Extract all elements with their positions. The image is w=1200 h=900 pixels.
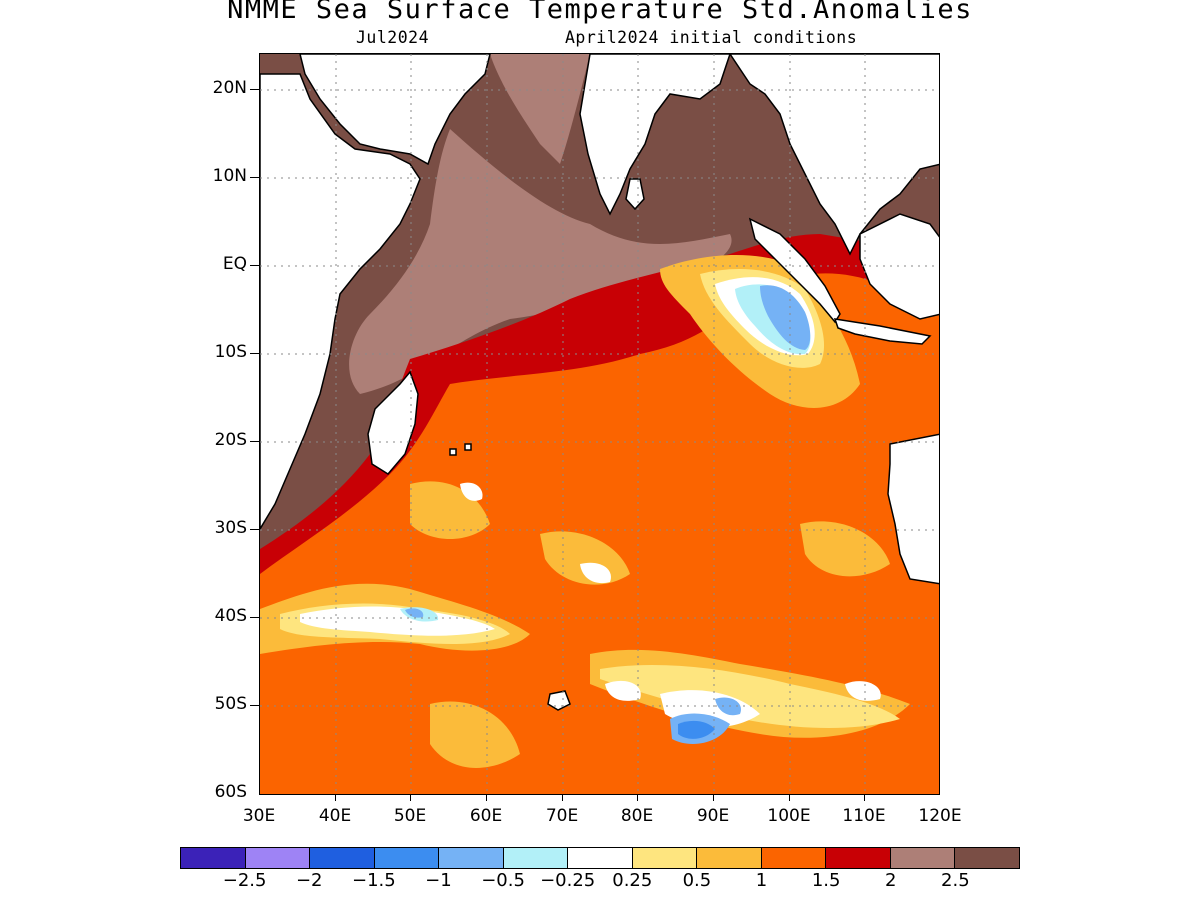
lat-label-eq: EQ [222, 254, 247, 274]
lat-tick [250, 177, 259, 178]
lon-label-70e: 70E [545, 806, 579, 826]
anomaly-band-neutral [605, 680, 641, 701]
anomaly-band-light-blue [760, 285, 811, 350]
madagascar [367, 370, 419, 475]
africa [260, 73, 421, 531]
colorbar-swatch [955, 848, 1019, 868]
colorbar-label: −2 [295, 870, 323, 891]
lat-tick [250, 705, 259, 706]
colorbar-label: 2 [885, 870, 897, 891]
anomaly-band-light-blue [715, 697, 741, 716]
lon-tick [789, 795, 790, 801]
lon-label-110e: 110E [842, 806, 886, 826]
sumatra [748, 217, 841, 324]
anomaly-band-yellow [800, 521, 890, 577]
anomaly-band-neutral [845, 681, 881, 701]
anomaly-band-blue [678, 720, 715, 739]
lon-tick [562, 795, 563, 801]
lon-label-30e: 30E [242, 806, 276, 826]
lon-label-100e: 100E [767, 806, 811, 826]
lat-label-60s: 60S [214, 782, 247, 802]
lat-label-50s: 50S [214, 694, 247, 714]
colorbar-label: 0.5 [682, 870, 712, 891]
lat-label-20n: 20N [212, 78, 247, 98]
anomaly-band-neutral [460, 482, 483, 501]
colorbar-swatch [761, 848, 827, 868]
lon-tick [637, 795, 638, 801]
lon-tick [335, 795, 336, 801]
map-svg [260, 54, 939, 794]
lat-tick [250, 617, 259, 618]
anomaly-band-neutral [300, 606, 495, 636]
lat-label-30s: 30S [214, 518, 247, 538]
lat-label-40s: 40S [214, 606, 247, 626]
colorbar-swatch [697, 848, 762, 868]
anomaly-band-yellow [430, 701, 520, 768]
anomaly-band-orange [260, 273, 939, 794]
sst-anomaly-map [259, 53, 940, 795]
colorbar-label: −2.5 [222, 870, 267, 891]
lat-tick [250, 529, 259, 530]
lon-tick [486, 795, 487, 801]
anomaly-band-light-blue [405, 608, 424, 618]
lat-tick [250, 89, 259, 90]
lon-label-60e: 60E [469, 806, 503, 826]
colorbar-swatch [181, 848, 246, 868]
colorbar-label: −1.5 [351, 870, 396, 891]
lon-label-50e: 50E [393, 806, 427, 826]
chart-title: NMME Sea Surface Temperature Std.Anomali… [227, 0, 973, 25]
colorbar-swatch [439, 848, 504, 868]
colorbar-label: 0.25 [612, 870, 653, 891]
landmass-group [260, 54, 939, 711]
lon-label-80e: 80E [620, 806, 654, 826]
lon-label-40e: 40E [318, 806, 352, 826]
lon-tick [864, 795, 865, 801]
reunion [449, 448, 457, 456]
colorbar [180, 847, 1020, 869]
colorbar-label: 1.5 [811, 870, 841, 891]
forecast-month: Jul2024 [356, 28, 430, 47]
anomaly-band-neutral [580, 562, 611, 584]
lon-label-90e: 90E [696, 806, 730, 826]
southeast-asia [729, 54, 939, 256]
colorbar-label: −1 [425, 870, 452, 891]
lon-tick [410, 795, 411, 801]
lon-tick [713, 795, 714, 801]
arabian-peninsula [299, 54, 491, 166]
java [833, 318, 932, 345]
anomaly-band-light-brown [349, 129, 732, 394]
colorbar-swatch [310, 848, 375, 868]
colorbar-swatch [503, 848, 569, 868]
colorbar-label: 1 [755, 870, 768, 891]
lat-tick [250, 441, 259, 442]
india [579, 54, 731, 216]
colorbar-swatch [826, 848, 891, 868]
lat-label-10n: 10N [212, 166, 247, 186]
colorbar-label: −0.5 [481, 870, 525, 891]
australia [887, 433, 939, 585]
mauritius [464, 443, 472, 451]
anomaly-band-light-brown [490, 54, 590, 164]
colorbar-label: 2.5 [941, 870, 970, 891]
anomaly-band-pale-yellow [600, 664, 900, 729]
colorbar-swatch [568, 848, 633, 868]
lat-tick [250, 353, 259, 354]
colorbar-swatch [632, 848, 698, 868]
lon-label-120e: 120E [918, 806, 962, 826]
colorbar-swatch [890, 848, 956, 868]
colorbar-swatch [374, 848, 440, 868]
colorbar-swatch [245, 848, 311, 868]
lat-label-20s: 20S [214, 430, 247, 450]
colorbar-label: −0.25 [540, 870, 596, 891]
sri-lanka [625, 178, 645, 211]
initial-conditions: April2024 initial conditions [565, 28, 858, 47]
lat-tick [250, 265, 259, 266]
lat-label-10s: 10S [214, 342, 247, 362]
graticule [260, 54, 939, 794]
